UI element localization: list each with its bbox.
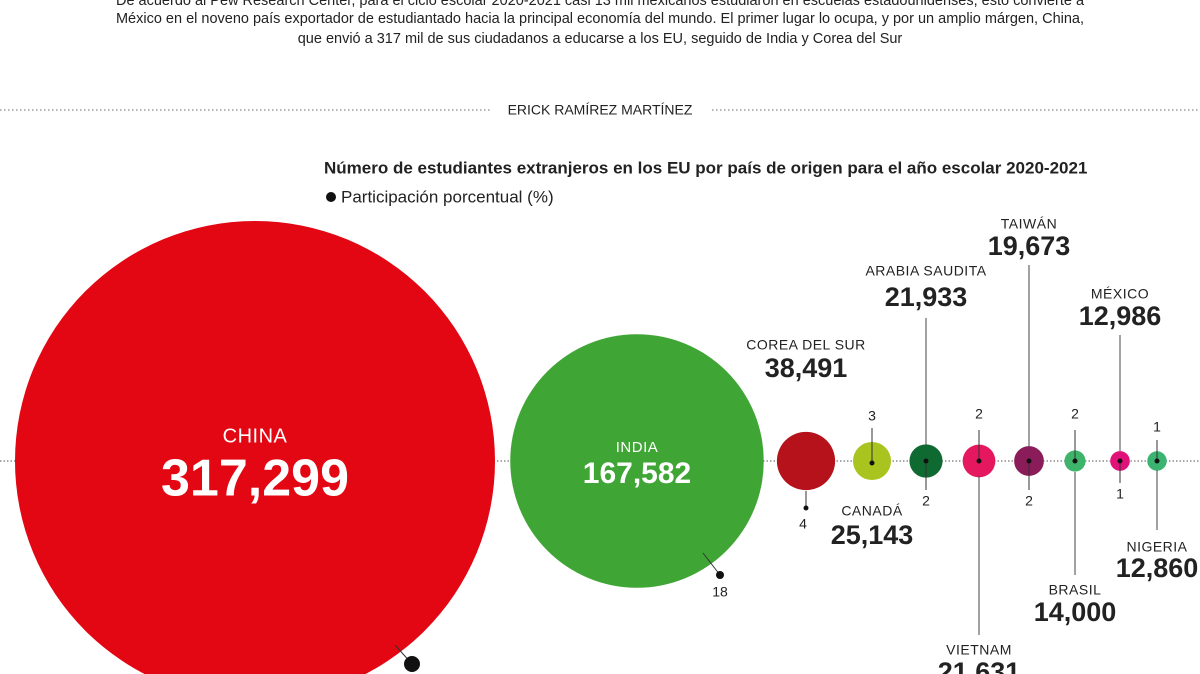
pct-dot — [1154, 458, 1160, 464]
value-label: 25,143 — [831, 520, 914, 550]
value-label: 21,933 — [885, 282, 968, 312]
country-name: TAIWÁN — [1001, 216, 1057, 232]
pct-dot — [404, 656, 420, 672]
value-label: 38,491 — [765, 353, 848, 383]
intro-line: que envió a 317 mil de sus ciudadanos a … — [298, 31, 903, 47]
bubble — [15, 221, 495, 674]
pct-dot — [869, 460, 875, 466]
value-label: 167,582 — [583, 457, 691, 490]
pct-dot — [1026, 458, 1032, 464]
chart-title: Número de estudiantes extranjeros en los… — [324, 158, 1087, 177]
pct-label: 3 — [868, 408, 876, 424]
pct-label: 1 — [1116, 486, 1124, 502]
pct-label: 18 — [712, 584, 728, 600]
legend-dot — [326, 192, 336, 202]
pct-dot — [803, 505, 809, 511]
pct-label: 4 — [799, 516, 807, 532]
author: ERICK RAMÍREZ MARTÍNEZ — [508, 102, 693, 118]
country-name: CANADÁ — [841, 503, 903, 519]
pct-dot — [716, 571, 724, 579]
country-name: INDIA — [616, 439, 659, 456]
country-name: ARABIA SAUDITA — [865, 263, 986, 279]
value-label: 19,673 — [988, 231, 1071, 261]
pct-dot — [976, 458, 982, 464]
bubble — [510, 334, 764, 588]
intro-line: México en el noveno país exportador de e… — [116, 11, 1084, 27]
pct-label: 2 — [1071, 406, 1079, 422]
country-name: NIGERIA — [1126, 539, 1187, 555]
pct-dot — [1117, 458, 1123, 464]
bubble — [776, 431, 836, 491]
pct-label: 2 — [1025, 493, 1033, 509]
value-label: 14,000 — [1034, 597, 1117, 627]
pct-dot — [1072, 458, 1078, 464]
country-name: VIETNAM — [946, 642, 1012, 658]
country-name: BRASIL — [1049, 582, 1102, 598]
value-label: 12,986 — [1079, 301, 1162, 331]
pct-leader — [702, 552, 721, 576]
value-label: 317,299 — [161, 450, 349, 508]
pct-label: 1 — [1153, 419, 1161, 435]
value-label: 21,631 — [938, 657, 1021, 674]
pct-label: 2 — [922, 493, 930, 509]
pct-dot — [923, 458, 929, 464]
pct-label: 2 — [975, 406, 983, 422]
intro-line: De acuerdo al Pew Research Center, para … — [116, 0, 1085, 9]
country-name: COREA DEL SUR — [746, 337, 866, 353]
author-backdrop — [490, 100, 710, 122]
country-name: MÉXICO — [1091, 286, 1149, 302]
legend-label: Participación porcentual (%) — [341, 187, 554, 206]
country-name: CHINA — [223, 425, 288, 447]
value-label: 12,860 — [1116, 553, 1199, 583]
